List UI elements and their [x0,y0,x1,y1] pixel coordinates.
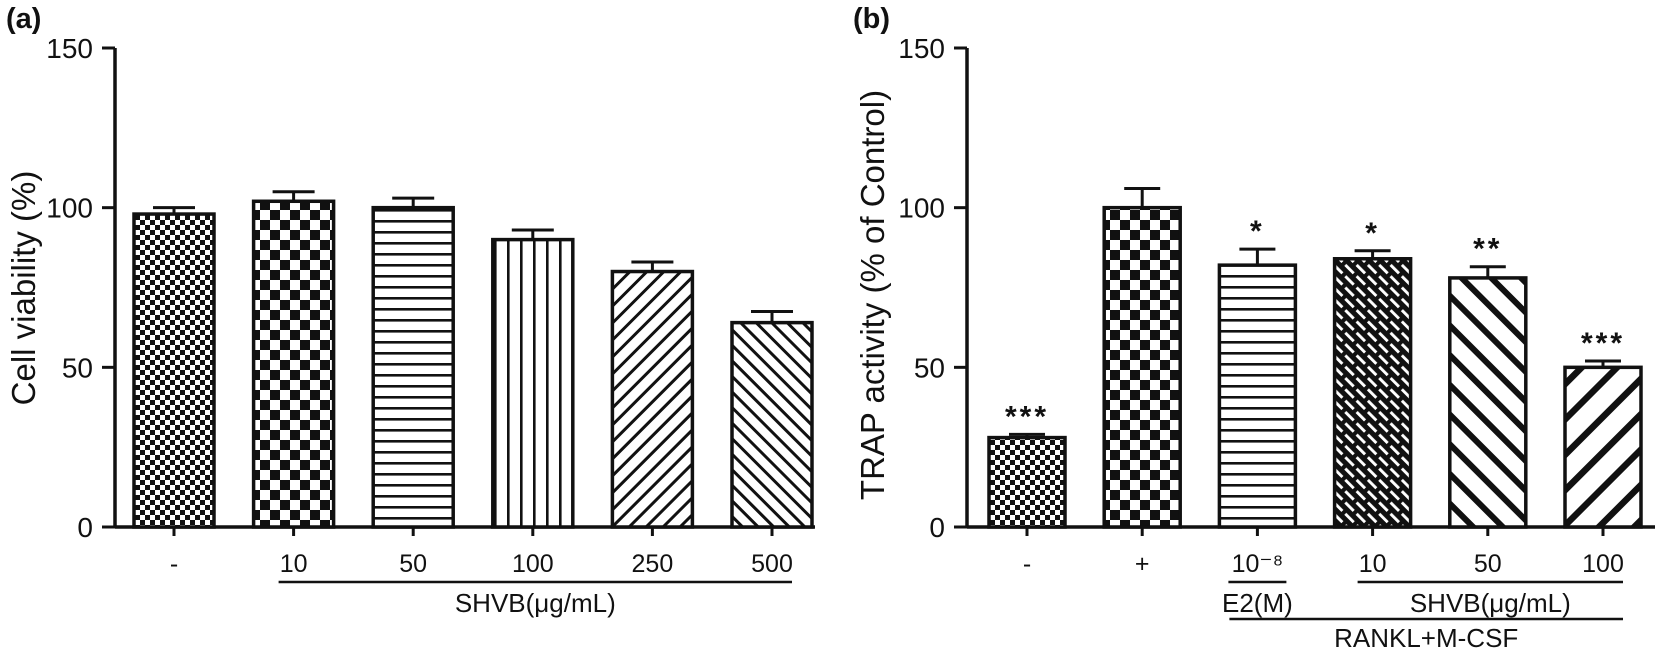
panel-a-plot: 0 50 100 150 - 10 50 100 250 500 SHVB(μg/mL) [46,33,815,618]
y-tick-label: 150 [898,33,945,64]
y-tick-label: 100 [46,193,93,224]
category-label: - [170,550,178,578]
y-tick-label: 0 [77,512,93,543]
category-label: 50 [399,550,427,578]
category-label: 10 [280,550,308,578]
bar [371,205,455,529]
panel-a-label: (a) [6,3,41,35]
y-tick-label: 100 [898,193,945,224]
bar [987,435,1067,529]
bar [1102,205,1182,529]
bar [1563,365,1643,529]
significance-stars: * [1250,215,1265,248]
category-label: 50 [1474,550,1502,578]
group-label: E2(M) [1222,588,1293,618]
y-tick-label: 50 [62,352,93,383]
group-label: SHVB(μg/mL) [1410,588,1571,618]
significance-stars: ** [1473,233,1502,266]
significance-stars: *** [1005,400,1049,433]
bar [132,212,216,529]
panel-b-label: (b) [853,3,890,35]
y-tick-label: 0 [929,512,945,543]
category-label: + [1135,550,1150,578]
significance-stars: * [1365,217,1380,250]
bar [491,237,575,529]
panel-b-plot: 0 50 100 150 *** - + * 10⁻⁸ * 10 ** 50 *** 100 E2(M) SHV… [898,33,1655,653]
category-label: 250 [632,550,674,578]
category-label: 100 [1582,550,1624,578]
category-label: 10⁻⁸ [1232,550,1284,578]
panel-b-y-axis-label: TRAP activity (% of Control) [854,90,891,500]
y-tick-label: 50 [914,352,945,383]
y-tick-label: 150 [46,33,93,64]
bar [1332,257,1413,529]
category-label: 100 [512,550,554,578]
bar [610,269,695,529]
category-label: 500 [751,550,793,578]
category-label: 10 [1359,550,1387,578]
category-label: - [1023,550,1031,578]
group-label: SHVB(μg/mL) [455,588,616,618]
bar [1448,276,1528,529]
bar [730,320,814,529]
bar [251,199,336,529]
group-label: RANKL+M-CSF [1334,623,1518,653]
significance-stars: *** [1581,327,1625,360]
bar [1217,263,1298,529]
panel-a-y-axis-label: Cell viability (%) [5,171,42,406]
